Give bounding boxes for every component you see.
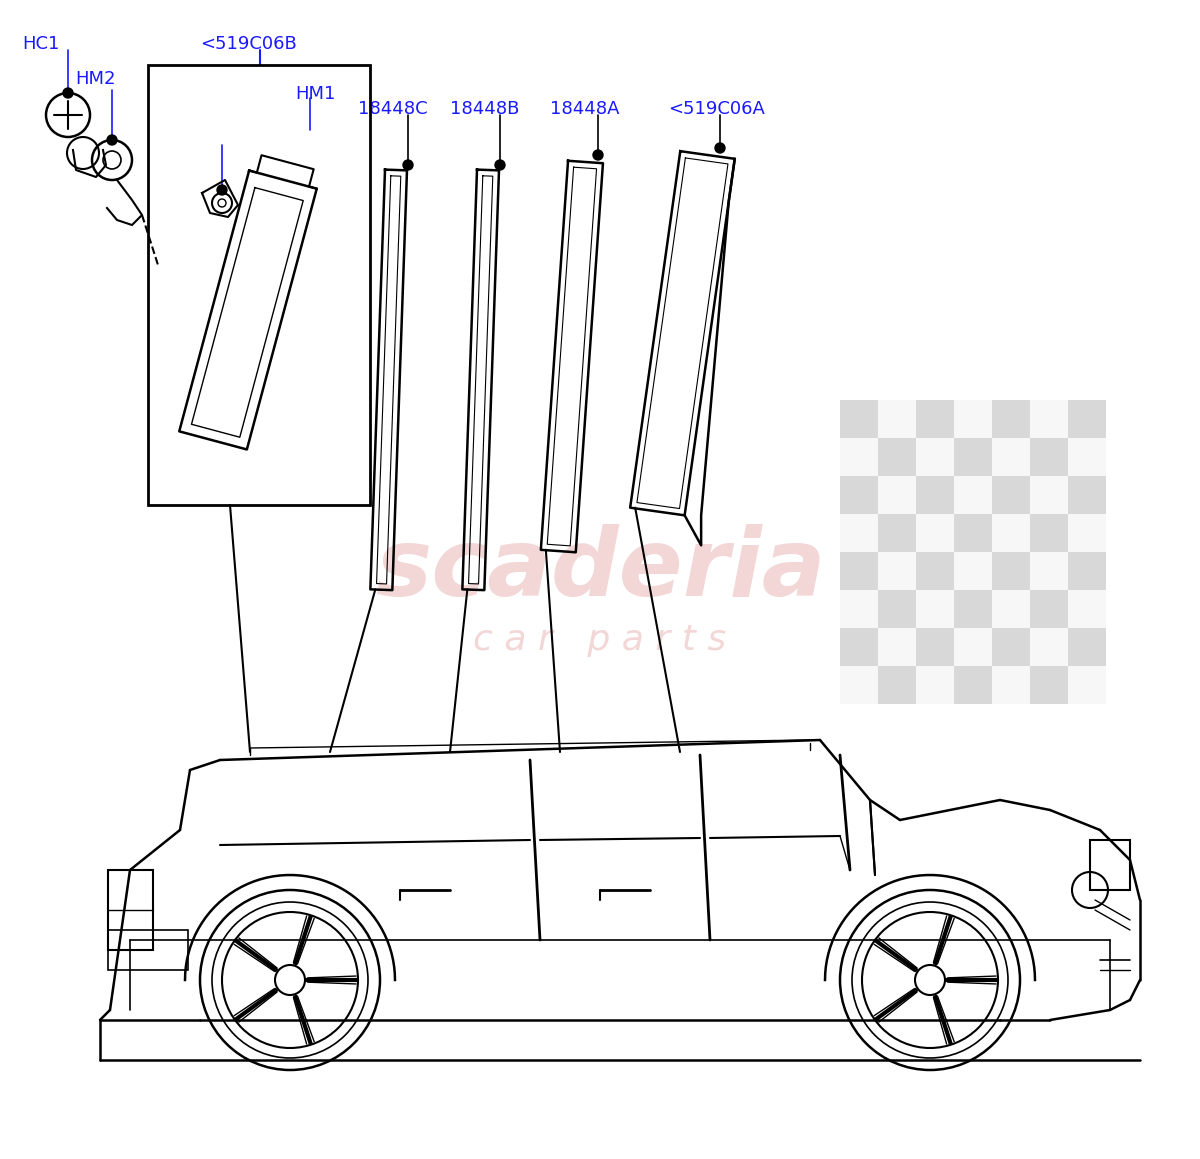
Bar: [992, 590, 1030, 628]
Bar: [1068, 476, 1106, 513]
Bar: [878, 438, 916, 476]
Bar: [992, 628, 1030, 666]
Bar: [840, 666, 878, 704]
Text: HM2: HM2: [74, 70, 115, 88]
Bar: [1030, 476, 1068, 513]
Bar: [916, 552, 954, 590]
Bar: [1030, 438, 1068, 476]
Bar: [840, 513, 878, 552]
Bar: [1030, 628, 1068, 666]
Bar: [1030, 590, 1068, 628]
Text: <519C06A: <519C06A: [668, 100, 764, 118]
Circle shape: [496, 160, 505, 170]
Text: HC1: HC1: [22, 35, 59, 53]
Bar: [1030, 513, 1068, 552]
Bar: [916, 513, 954, 552]
Bar: [1090, 840, 1130, 890]
Bar: [1068, 666, 1106, 704]
Bar: [108, 870, 154, 950]
Bar: [992, 476, 1030, 513]
Bar: [1030, 552, 1068, 590]
Bar: [840, 552, 878, 590]
Bar: [840, 400, 878, 438]
Circle shape: [715, 143, 725, 153]
Text: HM1: HM1: [295, 85, 335, 103]
Bar: [878, 666, 916, 704]
Bar: [916, 628, 954, 666]
Bar: [954, 513, 992, 552]
Bar: [1030, 400, 1068, 438]
Bar: [992, 400, 1030, 438]
Bar: [840, 590, 878, 628]
Bar: [992, 552, 1030, 590]
Bar: [1068, 400, 1106, 438]
Bar: [878, 476, 916, 513]
Bar: [992, 438, 1030, 476]
Bar: [954, 438, 992, 476]
Circle shape: [107, 134, 118, 145]
Text: 18448C: 18448C: [358, 100, 427, 118]
Bar: [992, 666, 1030, 704]
Bar: [1068, 513, 1106, 552]
Bar: [1068, 590, 1106, 628]
Circle shape: [403, 160, 413, 170]
Circle shape: [593, 150, 604, 160]
Bar: [1030, 666, 1068, 704]
Circle shape: [217, 185, 227, 195]
Bar: [916, 400, 954, 438]
Bar: [840, 438, 878, 476]
Bar: [840, 476, 878, 513]
Text: scaderia: scaderia: [374, 524, 826, 615]
Bar: [992, 513, 1030, 552]
Text: <519C06B: <519C06B: [200, 35, 296, 53]
Bar: [954, 400, 992, 438]
Bar: [916, 590, 954, 628]
Bar: [954, 628, 992, 666]
Bar: [954, 552, 992, 590]
Bar: [840, 628, 878, 666]
Bar: [954, 590, 992, 628]
Text: 18448A: 18448A: [550, 100, 619, 118]
Bar: [1068, 552, 1106, 590]
Bar: [954, 476, 992, 513]
Bar: [878, 590, 916, 628]
Bar: [878, 628, 916, 666]
Bar: [148, 65, 370, 505]
Bar: [916, 476, 954, 513]
Text: 18448B: 18448B: [450, 100, 520, 118]
Circle shape: [64, 88, 73, 99]
Bar: [878, 552, 916, 590]
Bar: [878, 513, 916, 552]
Bar: [916, 438, 954, 476]
Bar: [878, 400, 916, 438]
Bar: [108, 930, 188, 970]
Text: c a r   p a r t s: c a r p a r t s: [473, 624, 727, 657]
Bar: [954, 666, 992, 704]
Bar: [1068, 438, 1106, 476]
Bar: [1068, 628, 1106, 666]
Bar: [916, 666, 954, 704]
